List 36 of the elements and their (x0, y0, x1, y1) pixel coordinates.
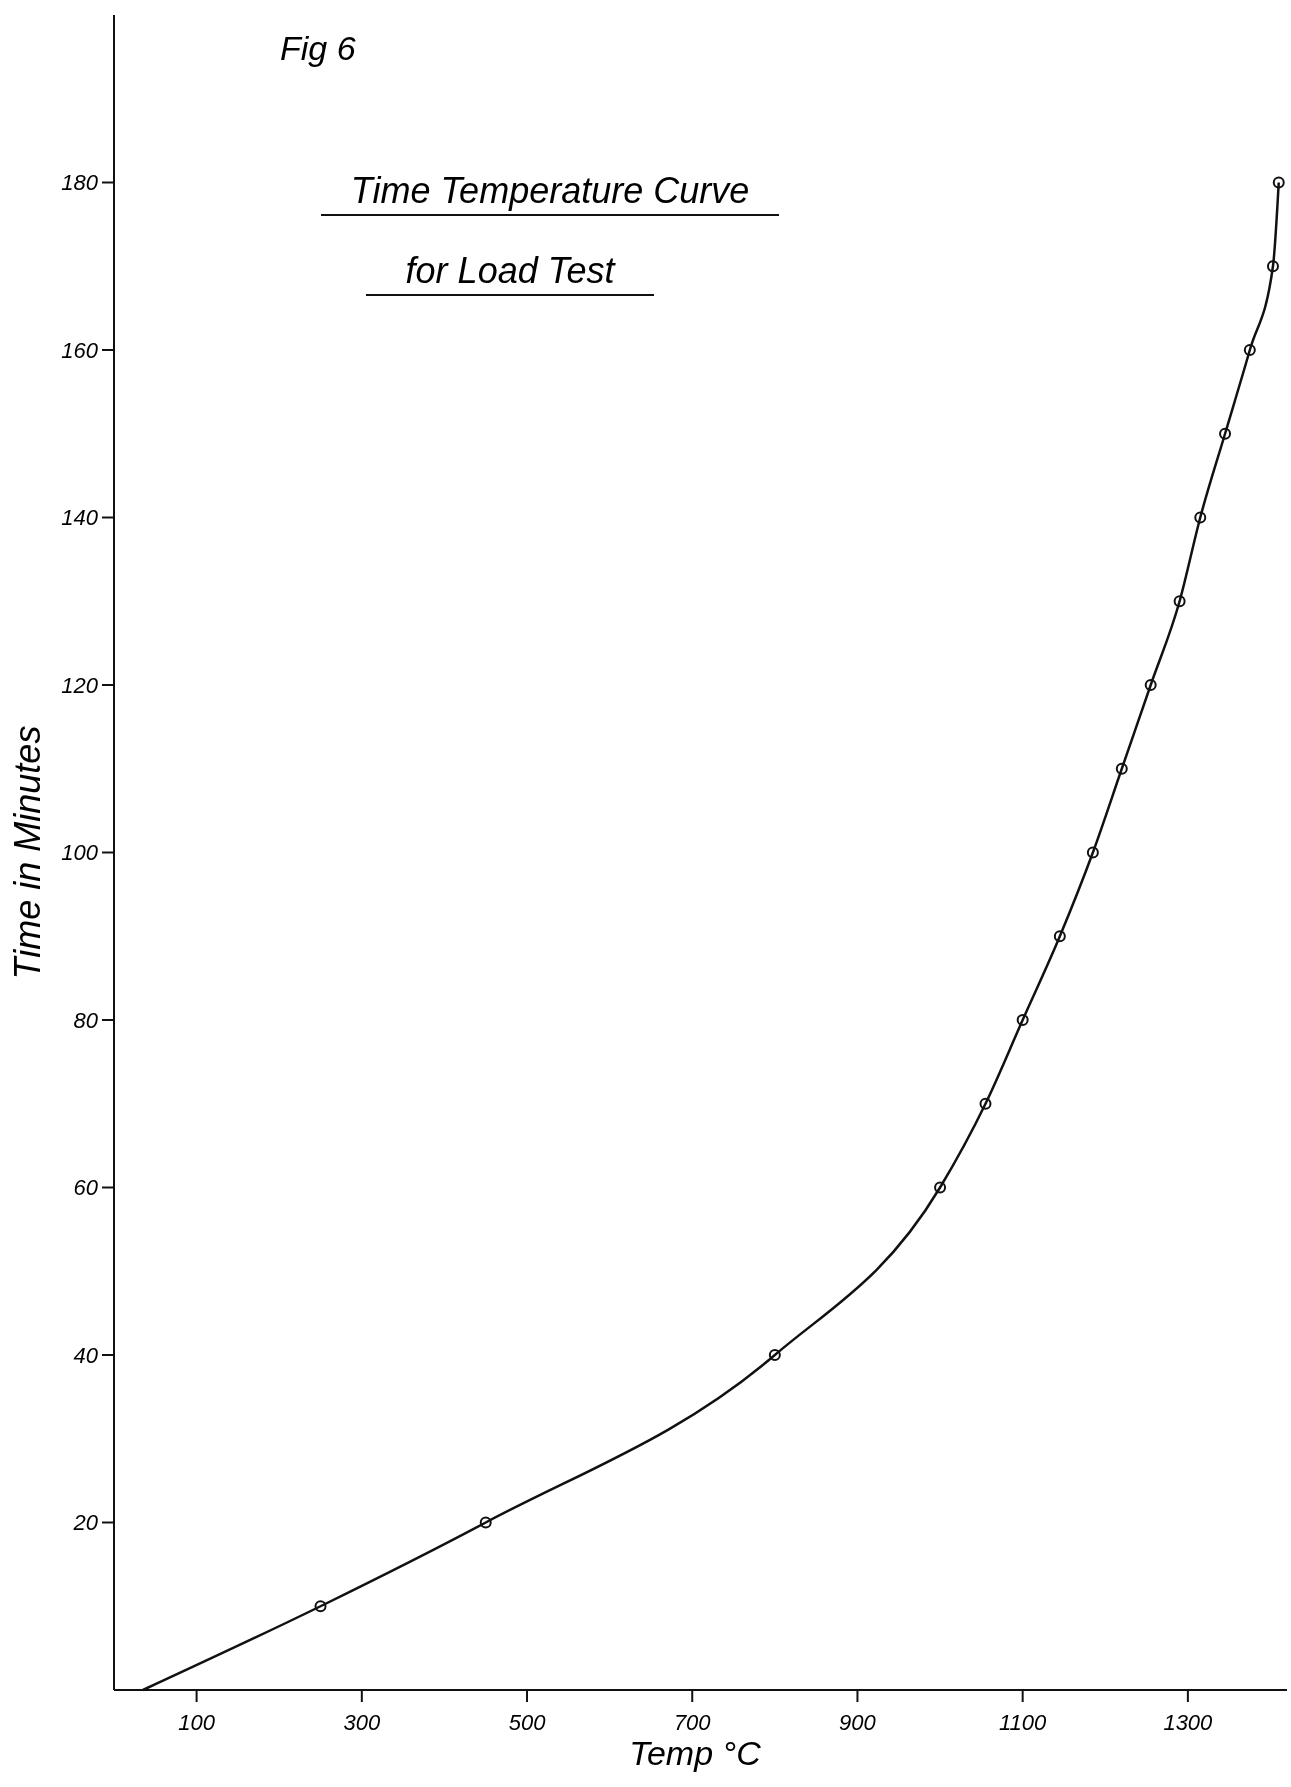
annotation: Fig 6 (280, 29, 356, 67)
x-tick-label: 900 (839, 1710, 877, 1735)
y-axis-title: Time in Minutes (7, 725, 48, 980)
x-tick-label: 100 (178, 1710, 216, 1735)
point (1053, 930, 1066, 943)
x-tick-label: 1300 (1163, 1710, 1214, 1735)
point (479, 1516, 492, 1529)
y-tick-label: 20 (72, 1510, 99, 1536)
y-tick-label: 80 (73, 1007, 99, 1033)
y-tick-label: 100 (61, 840, 99, 866)
point (1266, 260, 1279, 273)
y-tick-label: 160 (61, 337, 99, 363)
point (1115, 762, 1128, 775)
point (1243, 344, 1256, 356)
y-tick-label: 140 (61, 505, 99, 531)
point (1194, 511, 1207, 524)
x-tick-label: 1100 (999, 1710, 1048, 1735)
y-tick-label: 180 (61, 170, 99, 196)
y-tick-label: 60 (73, 1175, 99, 1201)
text: Time Temperature Curve for Load Test (349, 170, 751, 293)
point (314, 1600, 327, 1613)
x-tick-label: 500 (508, 1710, 547, 1735)
y-tick-label: 40 (73, 1342, 99, 1368)
x-tick-label: 700 (673, 1710, 712, 1735)
point (1086, 846, 1099, 859)
point (1272, 176, 1285, 189)
point (934, 1181, 947, 1194)
point (979, 1097, 992, 1110)
x-axis-title: Temp °C (629, 1734, 762, 1772)
point (1144, 679, 1157, 691)
point (1219, 427, 1232, 440)
point (1016, 1014, 1029, 1026)
y-tick-label: 120 (61, 672, 99, 698)
x-tick-label: 300 (343, 1710, 381, 1735)
point (768, 1349, 781, 1361)
point (1173, 595, 1186, 608)
